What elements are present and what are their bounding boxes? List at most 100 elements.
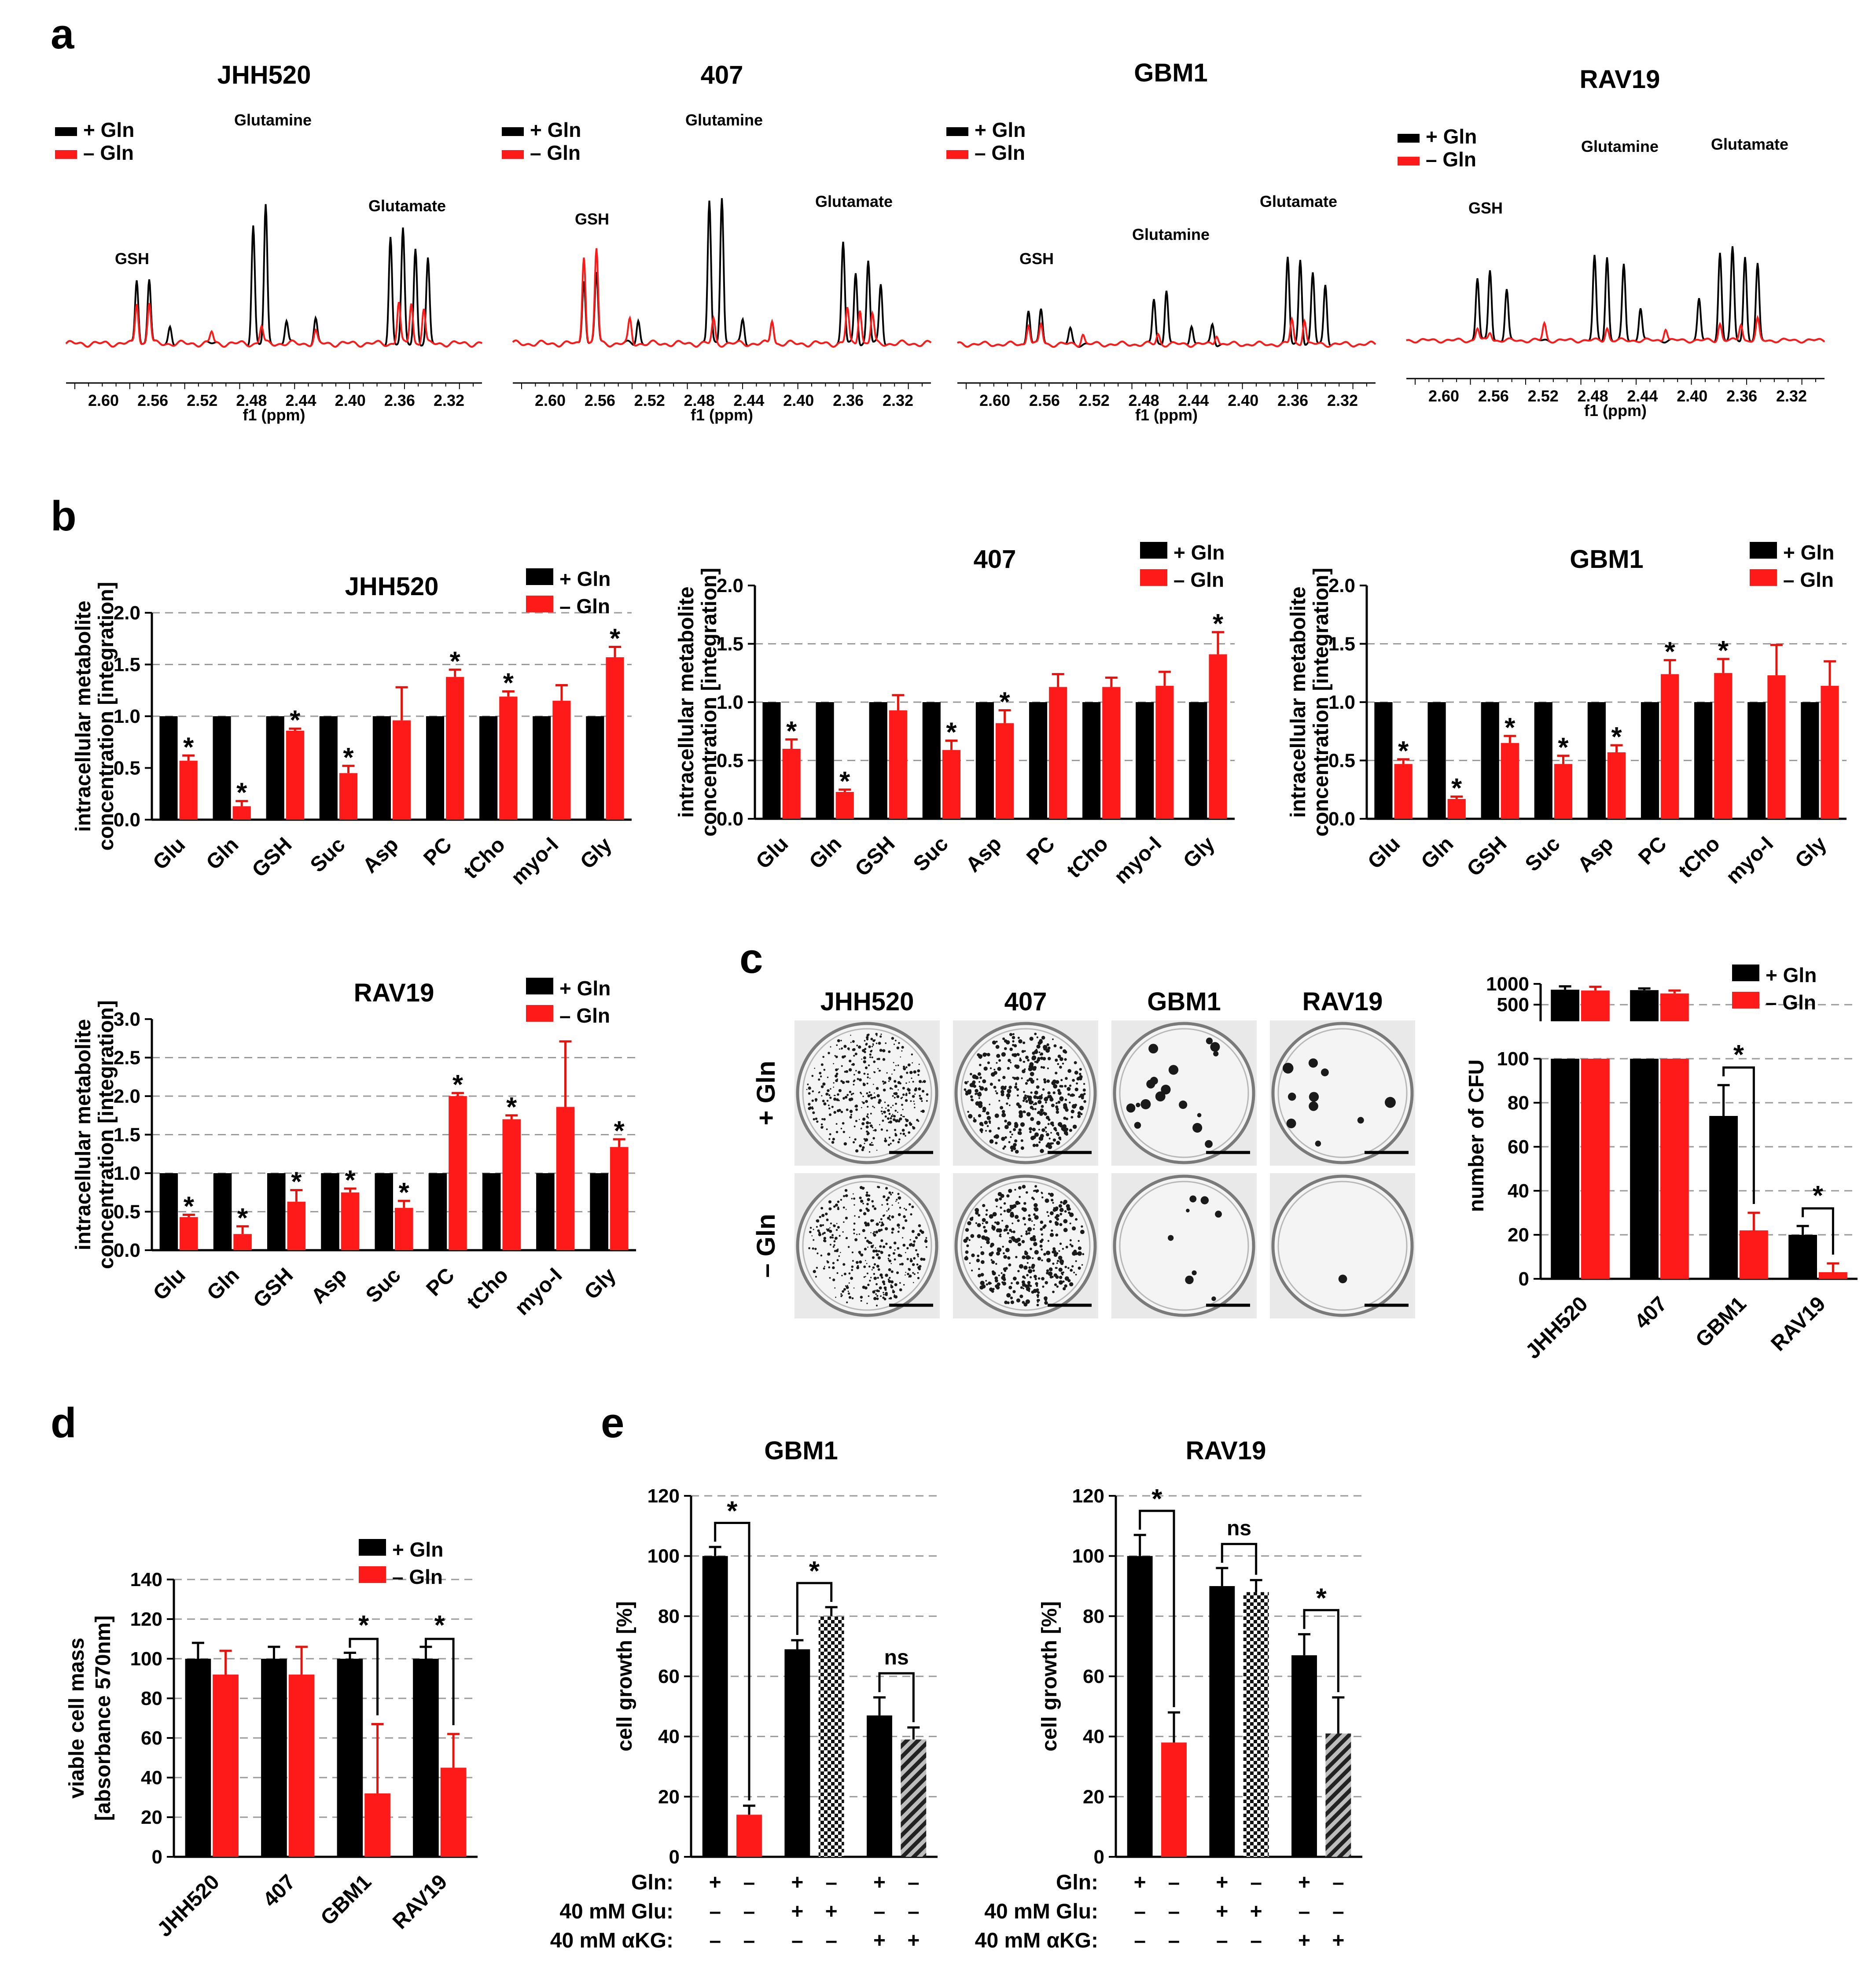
colony [889,1120,893,1124]
colony [842,1130,845,1134]
colony [1186,1208,1190,1213]
colony [840,1111,843,1113]
colony [967,1081,969,1082]
colony [1000,1090,1004,1094]
colony [1080,1230,1085,1234]
spectrum-title: JHH520 [217,61,311,89]
colony [897,1141,900,1144]
peak-label-gsh: GSH [1468,199,1503,217]
colony [875,1253,879,1256]
bar-5-hatch [1325,1733,1351,1857]
colony [877,1277,879,1279]
colony [869,1280,871,1282]
y-tick-label: 40 [1083,1726,1104,1748]
colony [828,1138,831,1140]
colony [966,1244,969,1248]
colony [1014,1189,1016,1191]
colony [872,1205,874,1207]
colony [925,1239,927,1242]
colony [888,1280,890,1282]
colony [877,1068,879,1069]
y-tick-label: 100 [130,1648,162,1670]
bar-4-black [867,1715,892,1857]
colony [890,1193,892,1196]
condition-sign: – [908,1900,920,1923]
condition-sign: – [825,1929,837,1952]
colony [899,1263,901,1266]
category-label-gly: Gly [1179,832,1219,873]
colony [1041,1094,1043,1096]
category-label-pc: PC [1022,832,1059,869]
colony [1056,1214,1059,1218]
colony [975,1211,979,1215]
colony [851,1198,853,1200]
legend-swatch-plus [1750,542,1777,559]
colony [890,1117,892,1119]
colony [884,1289,887,1291]
colony [842,1295,843,1296]
colony [903,1208,905,1209]
panel-c-colony: JHH520 407 GBM1 RAV19+ Gln– Gln020406080100… [752,964,1858,1363]
ppm-tick-label: 2.36 [1277,391,1308,409]
colony [1065,1132,1068,1136]
colony [995,1045,1000,1049]
colony [901,1050,903,1052]
legend-label-plus: + Gln [559,567,611,590]
colony [1074,1071,1078,1075]
colony [994,1276,998,1280]
colony [1037,1277,1041,1280]
colony [891,1227,894,1231]
colony [880,1128,883,1131]
colony [919,1094,921,1097]
colony [902,1244,906,1247]
colony [897,1119,898,1120]
bar-plus-suc [319,716,338,820]
colony [880,1218,883,1221]
colony [862,1203,864,1204]
colony [808,1104,810,1106]
bar-minus-glu [1394,764,1413,819]
colony [993,1086,997,1089]
colony [835,1055,838,1058]
condition-sign: – [743,1871,755,1894]
colony [968,1114,973,1119]
colony [863,1265,866,1268]
colony [829,1227,831,1229]
category-label-gln: Gln [202,833,243,874]
colony [888,1121,890,1123]
colony [806,1089,808,1090]
colony [915,1236,918,1239]
bar-plus-myo-i [536,1173,555,1250]
ppm-tick-label: 2.60 [88,391,119,409]
colony [887,1117,890,1120]
colony [853,1232,855,1234]
colony [1059,1124,1063,1128]
colony [864,1138,868,1141]
colony [1016,1088,1019,1091]
sig-star-tcho: * [503,668,514,699]
legend-label-minus: – Gln [530,141,581,164]
colony [902,1093,905,1096]
colony [841,1065,843,1067]
colony [1008,1239,1012,1244]
colony [1069,1222,1071,1225]
colony [845,1237,848,1239]
colony [1001,1086,1005,1090]
colony [1210,1042,1220,1052]
sig-star-gly: * [1213,609,1224,639]
colony [861,1058,863,1060]
category-label-tcho: tCho [462,1263,513,1314]
colony [1030,1237,1034,1241]
colony [1025,1056,1029,1060]
colony [848,1068,852,1071]
colony [1047,1067,1049,1069]
colony [877,1256,881,1260]
colony [993,1068,996,1071]
bar-minus-pc [446,677,464,820]
colony [1023,1208,1027,1212]
colony [1059,1223,1063,1226]
colony [894,1039,897,1042]
bar-minus-jhh520-lower [1581,1059,1610,1279]
colony [1017,1270,1020,1273]
